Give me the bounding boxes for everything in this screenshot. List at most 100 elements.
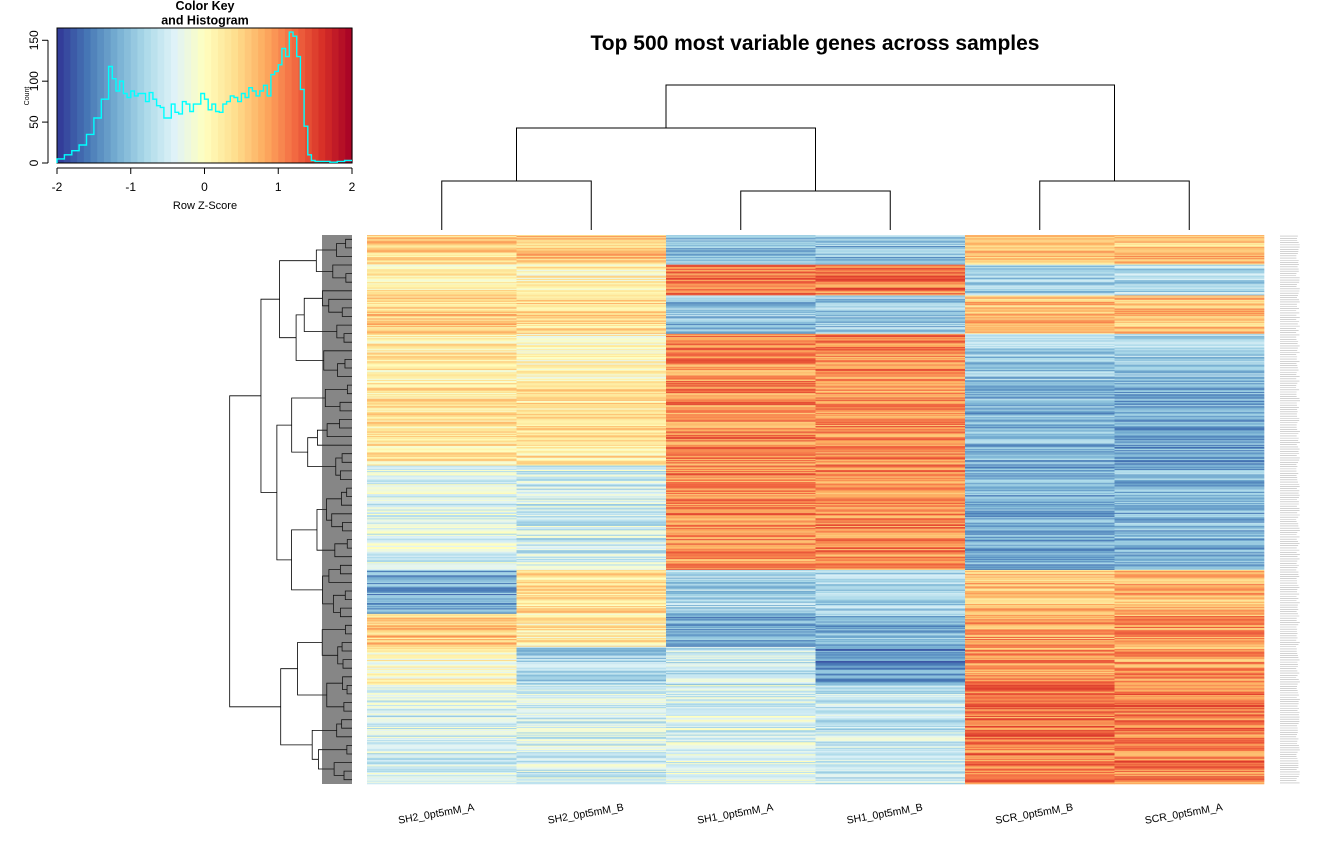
heatmap-cell — [965, 608, 1115, 610]
color-key-band — [164, 28, 172, 163]
heatmap-cell — [815, 480, 966, 483]
heatmap-cell — [367, 748, 517, 751]
heatmap-cell — [666, 254, 816, 257]
heatmap-cell — [367, 563, 517, 565]
heatmap-cell — [965, 469, 1115, 472]
heatmap-cell — [815, 251, 966, 253]
heatmap-cell — [815, 531, 966, 533]
heatmap-cell — [367, 329, 517, 331]
heatmap-cell — [367, 489, 517, 492]
heatmap-cell — [666, 511, 816, 514]
heatmap-cell — [666, 624, 816, 627]
heatmap-cell — [666, 496, 816, 498]
heatmap-cell — [666, 316, 816, 318]
heatmap-cell — [516, 525, 667, 528]
heatmap-cell — [965, 645, 1115, 648]
heatmap-cell — [1114, 664, 1265, 666]
heatmap-cell — [367, 504, 517, 506]
heatmap-cell — [815, 437, 966, 439]
heatmap-cell — [1114, 507, 1265, 509]
heatmap-cell — [666, 275, 816, 278]
heatmap-cell — [965, 552, 1115, 554]
heatmap-cell — [516, 633, 667, 635]
heatmap-cell — [367, 309, 517, 312]
heatmap-cell — [367, 277, 517, 280]
heatmap-cell — [1114, 465, 1265, 467]
heatmap-cell — [516, 236, 667, 238]
heatmap-cell — [666, 547, 816, 550]
heatmap-cell — [965, 519, 1115, 521]
heatmap-cell — [965, 516, 1115, 518]
heatmap-cell — [815, 332, 966, 335]
heatmap-cell — [1114, 561, 1265, 563]
heatmap-cell — [815, 298, 966, 301]
heatmap-cell — [666, 555, 816, 558]
heatmap-cell — [367, 618, 517, 620]
heatmap-cell — [815, 689, 966, 691]
heatmap-cell — [516, 303, 667, 305]
heatmap-cell — [516, 348, 667, 350]
heatmap-cell — [815, 305, 966, 307]
heatmap-cell — [1114, 277, 1265, 280]
heatmap-cell — [367, 450, 517, 452]
heatmap-cell — [516, 592, 667, 595]
heatmap-cell — [367, 782, 517, 785]
heatmap-cell — [815, 568, 966, 571]
heatmap-cell — [367, 383, 517, 385]
heatmap-cell — [367, 762, 517, 764]
heatmap-cell — [666, 513, 816, 516]
heatmap-cell — [516, 309, 667, 312]
heatmap-cell — [516, 329, 667, 331]
heatmap-cell — [815, 440, 966, 442]
heatmap-cell — [965, 286, 1115, 289]
heatmap-cell — [1114, 271, 1265, 273]
heatmap-cell — [815, 644, 966, 646]
heatmap-cell — [815, 662, 966, 664]
heatmap-cell — [666, 285, 816, 287]
heatmap-cell — [815, 555, 966, 558]
heatmap-cell — [965, 523, 1115, 526]
heatmap-cell — [367, 644, 517, 646]
heatmap-cell — [815, 589, 966, 592]
heatmap-cell — [516, 475, 667, 477]
heatmap-cell — [815, 770, 966, 773]
heatmap-cell — [1114, 574, 1265, 576]
heatmap-cell — [965, 378, 1115, 381]
heatmap-cell — [815, 328, 966, 330]
heatmap-cell — [516, 422, 667, 425]
heatmap-cell — [965, 657, 1115, 660]
heatmap-cell — [815, 600, 966, 603]
heatmap-cell — [1114, 698, 1265, 700]
heatmap-cell — [815, 401, 966, 404]
heatmap-cell — [815, 482, 966, 484]
dendrogram-link — [665, 84, 1115, 181]
heatmap-cell — [666, 486, 816, 488]
heatmap-cell — [666, 778, 816, 780]
heatmap-cell — [1114, 274, 1265, 276]
heatmap-cell — [1114, 417, 1265, 419]
heatmap-cell — [666, 440, 816, 442]
heatmap-cell — [666, 516, 816, 518]
heatmap-cell — [965, 421, 1115, 424]
heatmap-cell — [516, 390, 667, 393]
heatmap-cell — [367, 294, 517, 296]
heatmap-cell — [965, 544, 1115, 547]
heatmap-cell — [367, 665, 517, 667]
heatmap-cell — [516, 706, 667, 708]
heatmap-cell — [367, 746, 517, 749]
heatmap-cell — [516, 374, 667, 376]
heatmap-cell — [1114, 511, 1265, 514]
heatmap-cell — [1114, 326, 1265, 328]
heatmap-cell — [815, 725, 966, 728]
heatmap-cell — [965, 607, 1115, 609]
heatmap-cell — [367, 298, 517, 301]
heatmap-cell — [815, 342, 966, 344]
heatmap-cell — [666, 318, 816, 320]
heatmap-cell — [516, 243, 667, 246]
heatmap-cell — [516, 453, 667, 455]
heatmap-cell — [815, 628, 966, 630]
heatmap-cell — [666, 361, 816, 363]
heatmap-cell — [1114, 321, 1265, 324]
heatmap-cell — [666, 464, 816, 466]
heatmap-cell — [815, 529, 966, 531]
